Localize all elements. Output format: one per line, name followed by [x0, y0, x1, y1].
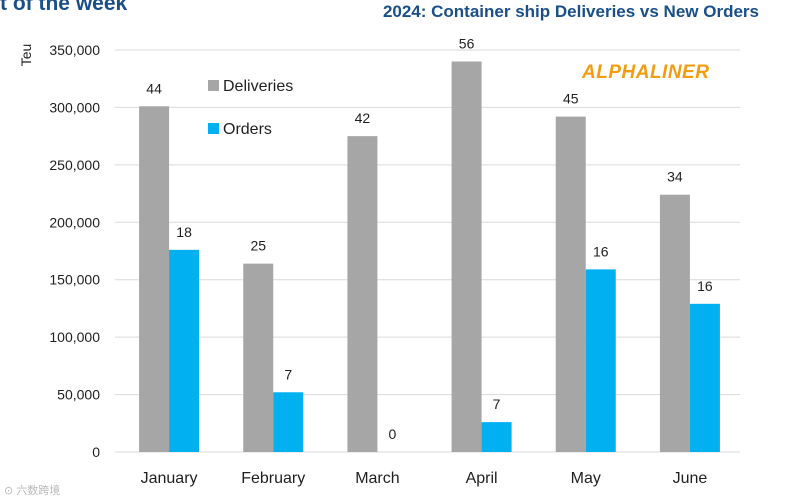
y-tick-label: 300,000: [49, 99, 100, 115]
bar-orders-june: [689, 303, 720, 452]
watermark-icon: ⊙: [4, 485, 17, 497]
data-label-orders: 16: [593, 243, 609, 259]
data-label-deliveries: 42: [355, 110, 371, 126]
bar-deliveries-june: [659, 194, 690, 452]
bar-deliveries-january: [139, 106, 170, 452]
cropped-header-title: t of the week: [0, 0, 128, 15]
legend-swatch-deliveries: [208, 80, 219, 91]
y-tick-label: 50,000: [57, 387, 100, 403]
legend: Deliveries Orders: [208, 78, 293, 138]
data-label-deliveries: 25: [250, 238, 266, 254]
alphaliner-logo: ALPHALINER: [582, 62, 710, 83]
y-tick-label: 200,000: [49, 214, 100, 230]
chart-title: 2024: Container ship Deliveries vs New O…: [382, 2, 759, 21]
bar-orders-february: [273, 392, 304, 452]
bar-orders-january: [169, 249, 200, 452]
x-tick-label: January: [141, 470, 198, 487]
x-tick-label: June: [673, 470, 708, 487]
axes: 0 50,000 100,000 150,000 200,000 250,000 300,0…: [18, 42, 707, 487]
data-label-orders: 7: [493, 396, 501, 412]
y-axis-label: Teu: [18, 44, 34, 67]
x-tick-label: April: [466, 470, 498, 487]
data-labels: 44 18 25 7 42 0 56 7 45 16 34 16: [146, 35, 713, 442]
gridlines: [115, 49, 740, 453]
legend-swatch-orders: [208, 123, 219, 134]
y-tick-label: 150,000: [49, 272, 100, 288]
legend-label-deliveries: Deliveries: [223, 78, 293, 95]
y-tick-label: 0: [92, 444, 100, 460]
data-label-deliveries: 56: [459, 35, 475, 51]
data-label-deliveries: 34: [667, 169, 683, 185]
x-tick-label: May: [571, 470, 601, 487]
bar-deliveries-april: [451, 61, 482, 452]
watermark: ⊙ 六数跨境: [4, 482, 60, 498]
y-tick-label: 350,000: [49, 42, 100, 58]
data-label-orders: 16: [697, 278, 713, 294]
bars: [139, 61, 720, 453]
data-label-deliveries: 45: [563, 91, 579, 107]
watermark-text: 六数跨境: [16, 485, 61, 497]
bar-orders-may: [585, 269, 616, 452]
legend-label-orders: Orders: [223, 121, 272, 138]
data-label-orders: 18: [176, 224, 192, 240]
x-tick-label: March: [355, 470, 399, 487]
bar-orders-april: [481, 422, 512, 452]
data-label-orders: 7: [284, 366, 292, 382]
bar-deliveries-may: [555, 116, 586, 453]
y-tick-label: 100,000: [49, 329, 100, 345]
bar-deliveries-february: [243, 263, 274, 452]
x-tick-label: February: [241, 470, 305, 487]
bar-deliveries-march: [347, 136, 378, 452]
data-label-deliveries: 44: [146, 80, 162, 96]
y-tick-label: 250,000: [49, 157, 100, 173]
data-label-orders: 0: [389, 426, 397, 442]
